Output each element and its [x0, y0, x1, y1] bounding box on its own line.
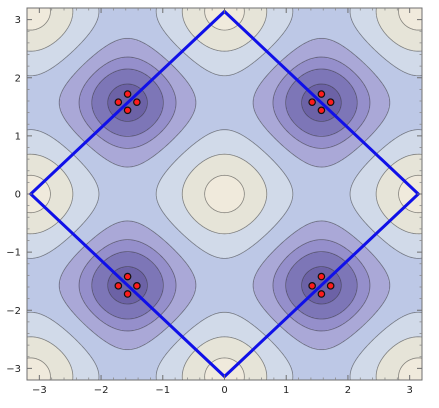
data-point-5	[308, 98, 316, 106]
data-point-10	[133, 282, 141, 290]
data-point-14	[326, 282, 335, 290]
data-point-3	[123, 106, 132, 115]
x-tick-label: −1	[155, 385, 170, 396]
contour-layer	[26, 7, 423, 381]
y-tick-label: −3	[6, 364, 21, 375]
data-point-2	[133, 98, 141, 106]
y-tick-label: −2	[6, 306, 21, 317]
data-point-1	[114, 98, 123, 106]
data-point-12	[317, 272, 326, 281]
y-tick-label: −1	[6, 248, 21, 259]
data-point-8	[123, 272, 132, 281]
y-tick-label: 2	[15, 73, 21, 84]
x-tick-label: −2	[94, 385, 109, 396]
contour-line-5	[26, 7, 423, 381]
data-point-9	[114, 282, 123, 290]
points-layer	[114, 90, 335, 298]
y-tick-label: 0	[15, 190, 21, 201]
data-point-15	[317, 290, 326, 298]
y-tick-label: 1	[15, 131, 21, 142]
contour-line-2	[78, 56, 371, 332]
contour-line-6	[26, 7, 423, 381]
contour-line-4	[26, 7, 423, 381]
y-tick-label: 3	[15, 15, 21, 26]
data-point-11	[123, 290, 132, 298]
x-tick-label: 1	[283, 385, 289, 396]
x-tick-label: −3	[32, 385, 47, 396]
data-point-6	[326, 98, 335, 106]
contour-fill	[27, 8, 422, 380]
data-point-13	[308, 282, 316, 290]
contour-line-1	[91, 68, 358, 320]
axes-layer: −3 −2 −1 0 1 2 3 −3 −2 −1 0 1 2 3	[6, 7, 423, 396]
x-tick-label: 3	[406, 385, 412, 396]
data-point-7	[317, 106, 326, 115]
x-tick-label: 2	[345, 385, 351, 396]
x-tick-label: 0	[221, 385, 227, 396]
contour-line-3	[58, 37, 391, 351]
data-point-0	[123, 90, 132, 98]
data-point-4	[317, 90, 326, 98]
